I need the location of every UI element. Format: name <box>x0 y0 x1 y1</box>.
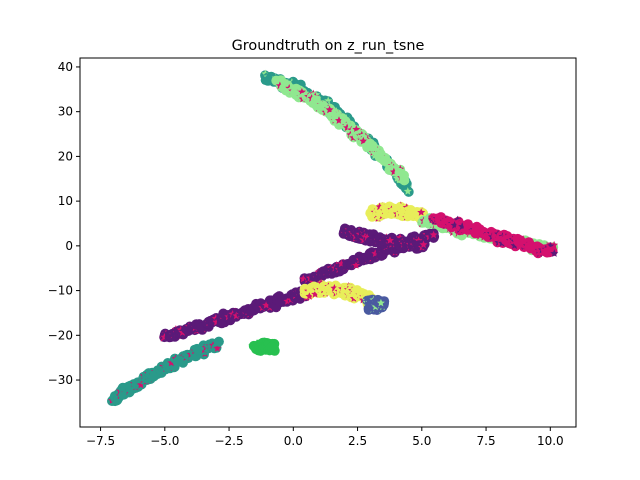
y-tick-label: 30 <box>58 105 73 119</box>
y-tick-label: −10 <box>48 284 73 298</box>
data-point-star-lower-arm <box>167 358 176 367</box>
y-tick-label: 20 <box>58 149 73 163</box>
x-tick-label: 0.0 <box>284 434 303 448</box>
data-point-star-upper-arm <box>403 187 412 195</box>
data-point-star-center-mass <box>419 240 428 249</box>
x-tick-label: 7.5 <box>477 434 496 448</box>
y-tick-label: 0 <box>65 239 73 253</box>
data-point-star-yellow-band <box>305 292 314 300</box>
data-point-upper-arm-inner <box>399 170 409 181</box>
x-tick-label: 5.0 <box>412 434 431 448</box>
data-point-star-center-mass <box>386 236 394 244</box>
y-axis: −30 −20 −10 0 10 20 30 40 <box>48 60 80 387</box>
data-point-star-center-mass <box>352 261 361 269</box>
y-tick-label: 40 <box>58 60 73 74</box>
x-tick-label: 10.0 <box>537 434 564 448</box>
chart-title: Groundtruth on z_run_tsne <box>232 38 425 54</box>
y-tick-label: −20 <box>48 328 73 342</box>
plot-frame <box>79 57 577 428</box>
y-tick-label: −30 <box>48 373 73 387</box>
data-point-star-center-mass <box>371 249 380 257</box>
data-point-star-lower-arm <box>213 344 222 352</box>
data-point-star-middle-arm <box>262 301 271 309</box>
y-tick-label: 10 <box>58 194 73 208</box>
data-point-star-middle-arm <box>160 333 169 341</box>
x-tick-label: −2.5 <box>214 434 243 448</box>
x-tick-label: −7.5 <box>86 434 115 448</box>
data-point-star-upper-arm-inner <box>335 116 343 124</box>
x-tick-label: 2.5 <box>348 434 367 448</box>
data-point-star-center-mass <box>337 259 346 268</box>
data-point-star-upper-arm-inner <box>325 105 334 114</box>
data-point-lower-arm <box>213 336 224 347</box>
data-point-star-slate-spots <box>377 298 385 307</box>
data-point-star-upper-arm-inner <box>275 81 284 90</box>
data-point-star-yellow-band <box>311 290 320 298</box>
data-point-star-right-tail-outline <box>510 241 519 249</box>
data-point-star-center-mass <box>429 230 438 239</box>
plot-points <box>107 69 559 407</box>
data-point-star-right-tail-outline <box>550 249 559 257</box>
data-point-green-spot <box>266 342 277 353</box>
x-tick-label: −5.0 <box>150 434 179 448</box>
data-point-star-neck <box>417 208 426 216</box>
x-axis: −7.5 −5.0 −2.5 0.0 2.5 5.0 7.5 10.0 <box>86 427 564 448</box>
data-point-star-lower-arm <box>136 380 145 389</box>
